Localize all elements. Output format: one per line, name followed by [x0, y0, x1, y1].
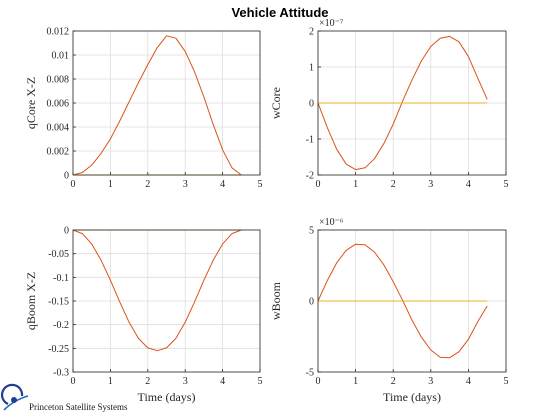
y-tick-label: 0	[64, 226, 69, 237]
y-tick-label: -0.1	[53, 273, 69, 284]
y-tick-label: 0.002	[47, 147, 70, 158]
x-tick-label: 2	[391, 179, 396, 190]
y-tick-label: -5	[306, 368, 314, 379]
x-tick-label: 1	[353, 376, 358, 387]
x-tick-label: 3	[428, 179, 433, 190]
subplot-qboom-xz: 0 1 2 3 4 5 -0.3 -0.25 -0.2 -0.15 -0.1 -0.05 0 qBoom …	[24, 226, 263, 405]
x-tick-label: 4	[220, 376, 225, 387]
x-tick-label: 0	[71, 376, 76, 387]
x-tick-label: 4	[220, 179, 225, 190]
figure-title: Vehicle Attitude	[231, 5, 328, 20]
y-tick-label: 5	[309, 226, 314, 237]
axes-frame-qboom-xz	[72, 229, 261, 373]
series-line-1	[317, 243, 488, 359]
x-tick-label: 0	[316, 179, 321, 190]
subplot-qcore-xz: 0 1 2 3 4 5 0 0.002 0.004 0.006 0.008 0.01 0.012 qCor…	[24, 27, 263, 191]
y-tick-label: 0	[309, 99, 314, 110]
y-axis-label: qCore X-Z	[24, 77, 38, 129]
x-tick-label: 5	[504, 376, 509, 387]
x-tick-label: 1	[353, 179, 358, 190]
x-tick-label: 3	[183, 179, 188, 190]
y-tick-label: -0.05	[48, 249, 69, 260]
y-axis-label: qBoom X-Z	[24, 272, 38, 330]
x-tick-label: 0	[316, 376, 321, 387]
x-tick-label: 5	[504, 179, 509, 190]
x-tick-label: 2	[145, 179, 150, 190]
y-tick-label: -0.25	[48, 344, 69, 355]
y-tick-label: -0.15	[48, 297, 69, 308]
y-tick-label: 0	[309, 297, 314, 308]
x-tick-label: 2	[145, 376, 150, 387]
y-tick-label: 2	[309, 27, 314, 38]
x-tick-label: 3	[183, 376, 188, 387]
series-line-1	[72, 35, 242, 176]
x-tick-label: 4	[466, 179, 471, 190]
x-axis-label: Time (days)	[383, 390, 441, 404]
subplot-wcore: 0 1 2 3 4 5 -2 -1 0 1 2 wCore ×10⁻⁷	[269, 18, 509, 190]
x-tick-label: 1	[108, 376, 113, 387]
y-tick-label: 0.008	[47, 75, 70, 86]
axes-frame-wboom	[317, 229, 507, 373]
x-axis-label: Time (days)	[138, 390, 196, 404]
y-tick-label: 0.012	[47, 27, 70, 38]
x-tick-label: 2	[391, 376, 396, 387]
series-line-1	[72, 229, 242, 352]
subplots: 0 1 2 3 4 5 0 0.002 0.004 0.006 0.008 0.01 0.012 qCor…	[24, 18, 509, 404]
y-tick-label: 1	[309, 63, 314, 74]
y-tick-label: -2	[306, 171, 314, 182]
x-tick-label: 0	[71, 179, 76, 190]
x-tick-label: 1	[108, 179, 113, 190]
y-tick-label: 0.01	[52, 51, 70, 62]
y-tick-label: -1	[306, 135, 314, 146]
x-tick-label: 3	[428, 376, 433, 387]
y-axis-label: wCore	[269, 87, 283, 119]
axes-frame-wcore	[317, 30, 507, 176]
y-tick-label: -0.2	[53, 320, 69, 331]
y-tick-label: 0.004	[47, 123, 70, 134]
x-tick-label: 4	[466, 376, 471, 387]
psslogo: Princeton Satellite Systems	[1, 383, 128, 412]
y-tick-label: 0	[64, 171, 69, 182]
logo-text: Princeton Satellite Systems	[29, 402, 128, 412]
y-axis-label: wBoom	[269, 281, 283, 320]
axes-frame-qcore-xz	[72, 30, 261, 176]
y-tick-label: -0.3	[53, 368, 69, 379]
y-exponent-label: ×10⁻⁶	[319, 217, 344, 228]
logo-mark	[1, 383, 29, 411]
x-tick-label: 5	[258, 179, 263, 190]
series-line-1	[317, 35, 488, 171]
y-exponent-label: ×10⁻⁷	[319, 18, 344, 29]
y-tick-label: 0.006	[47, 99, 70, 110]
x-tick-label: 5	[258, 376, 263, 387]
